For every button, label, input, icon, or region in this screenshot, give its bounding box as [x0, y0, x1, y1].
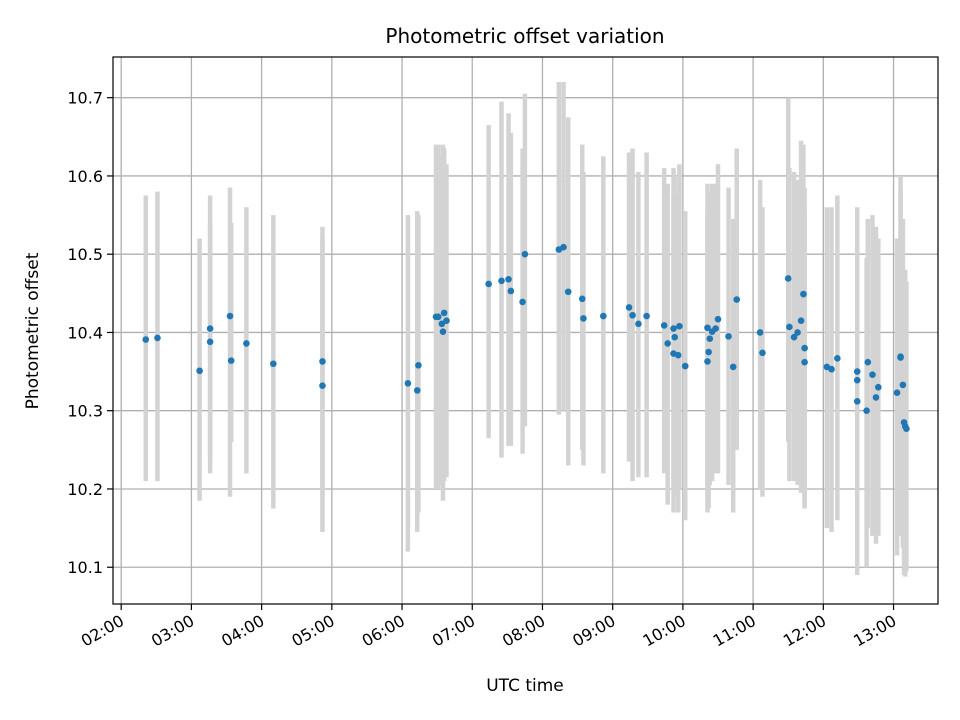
- data-point: [519, 298, 526, 306]
- data-point: [270, 360, 277, 368]
- data-point: [704, 324, 711, 332]
- data-point: [670, 325, 677, 332]
- data-point: [564, 288, 572, 296]
- data-point: [733, 296, 741, 303]
- plot-frame: [112, 56, 939, 605]
- y-axis-label: Photometric offset: [23, 252, 43, 409]
- data-point: [206, 338, 214, 346]
- data-point: [863, 407, 870, 415]
- data-point: [319, 358, 326, 365]
- data-point: [498, 277, 505, 285]
- data-point: [635, 320, 642, 328]
- data-point: [801, 344, 808, 352]
- data-point: [319, 382, 326, 389]
- data-point: [893, 389, 901, 397]
- data-point: [227, 357, 235, 364]
- y-tick-label: 10.4: [67, 323, 103, 342]
- data-point: [578, 295, 586, 303]
- data-point: [853, 398, 861, 405]
- data-point: [435, 313, 442, 321]
- data-point: [521, 250, 529, 258]
- y-tick-label: 10.5: [67, 245, 103, 264]
- data-point: [712, 325, 719, 332]
- data-point: [875, 383, 882, 391]
- y-tick-label: 10.2: [67, 480, 103, 499]
- data-point: [714, 315, 722, 323]
- data-point: [794, 329, 801, 336]
- data-point: [729, 363, 737, 371]
- data-point: [706, 335, 714, 343]
- data-point: [759, 349, 766, 357]
- data-point: [206, 325, 214, 332]
- data-point: [560, 243, 567, 251]
- data-point: [828, 365, 835, 373]
- data-point: [705, 348, 712, 356]
- data-point: [786, 323, 793, 331]
- y-tick-label: 10.1: [67, 558, 103, 577]
- data-point: [790, 333, 798, 341]
- data-point: [725, 333, 732, 340]
- data-point: [899, 381, 907, 389]
- data-point: [439, 328, 447, 335]
- data-point: [800, 290, 807, 298]
- data-point: [226, 312, 234, 320]
- data-point: [897, 354, 904, 361]
- data-point: [243, 340, 250, 347]
- point-layer: [142, 243, 910, 433]
- y-tick-label: 10.6: [67, 167, 103, 186]
- data-point: [643, 312, 650, 320]
- data-point: [671, 333, 679, 341]
- data-point: [704, 358, 711, 365]
- chart-title: Photometric offset variation: [385, 24, 664, 48]
- data-point: [629, 311, 636, 319]
- data-point: [869, 371, 876, 379]
- data-point: [415, 362, 422, 369]
- y-axis-ticks: 10.1 10.2 10.3 10.4 10.5 10.6 10.7: [67, 89, 113, 577]
- data-point: [154, 334, 161, 342]
- data-point: [196, 367, 203, 375]
- data-point: [864, 358, 872, 366]
- data-point: [853, 368, 861, 375]
- data-point: [625, 304, 633, 311]
- data-point: [443, 317, 450, 325]
- data-point: [834, 354, 841, 362]
- data-point: [676, 322, 683, 330]
- data-point: [413, 387, 421, 394]
- data-point: [580, 315, 587, 322]
- data-point: [438, 320, 446, 328]
- y-tick-label: 10.7: [67, 89, 103, 108]
- data-point: [903, 425, 910, 433]
- data-point: [674, 351, 682, 359]
- data-point: [404, 380, 412, 387]
- data-point: [797, 317, 805, 325]
- data-point: [664, 340, 671, 347]
- data-point: [660, 322, 668, 329]
- data-point: [853, 376, 861, 384]
- data-point: [505, 275, 512, 283]
- data-point: [507, 287, 515, 295]
- data-point: [681, 362, 689, 370]
- data-point: [600, 312, 607, 320]
- data-point: [801, 358, 808, 366]
- x-axis-label: UTC time: [486, 676, 564, 696]
- data-point: [142, 336, 150, 343]
- data-point: [485, 280, 492, 288]
- data-point: [784, 275, 792, 282]
- y-tick-label: 10.3: [67, 402, 103, 421]
- data-point: [756, 329, 764, 336]
- data-point: [440, 309, 448, 317]
- data-point: [872, 394, 880, 401]
